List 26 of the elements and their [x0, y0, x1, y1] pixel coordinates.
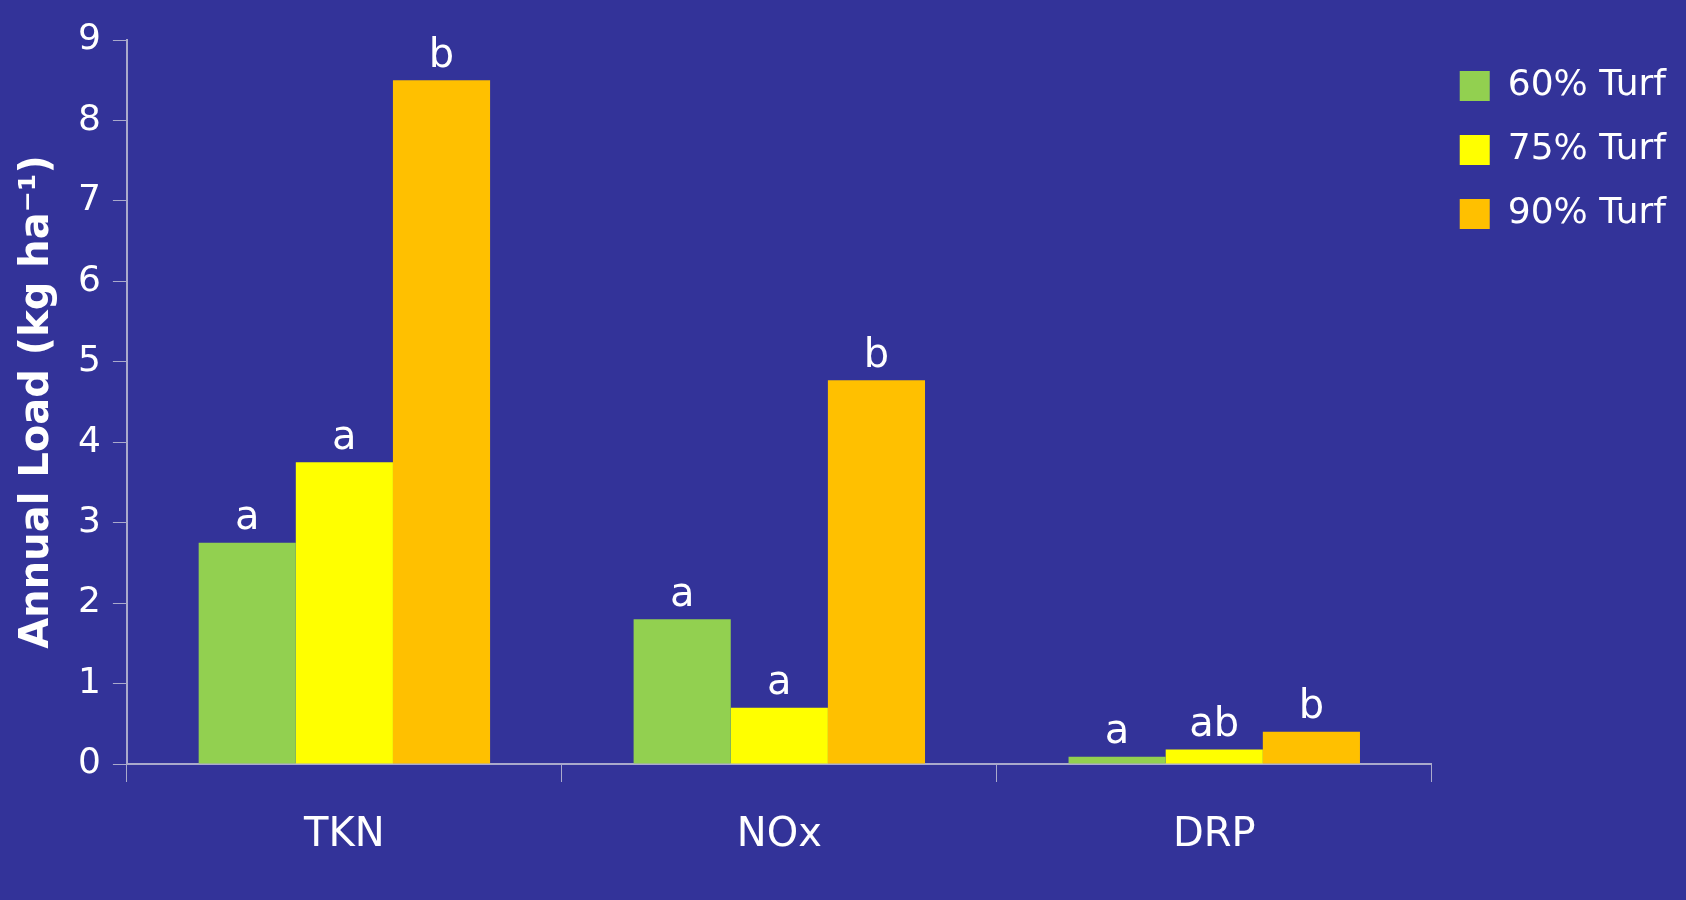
data-label: ab: [1189, 698, 1240, 745]
y-tick-label: 8: [78, 96, 101, 138]
legend-label: 60% Turf: [1507, 62, 1668, 104]
y-tick-label: 1: [78, 659, 101, 701]
y-tick-label: 2: [78, 579, 101, 621]
data-label: a: [767, 657, 792, 704]
data-label: a: [234, 492, 260, 539]
x-tick-label: NOx: [736, 809, 822, 856]
x-tick-label: DRP: [1172, 809, 1256, 856]
data-label: b: [863, 329, 890, 376]
data-label: a: [1104, 706, 1130, 753]
data-label: b: [428, 29, 455, 76]
legend-label: 75% Turf: [1507, 126, 1668, 168]
y-tick-label: 7: [78, 177, 101, 219]
y-tick-label: 9: [78, 16, 101, 58]
x-tick-label: TKN: [303, 809, 385, 856]
data-label: a: [669, 568, 695, 615]
y-tick-label: 0: [78, 740, 101, 782]
y-tick-label: 3: [78, 499, 101, 541]
y-tick-label: 5: [78, 338, 101, 380]
data-label: b: [1298, 681, 1325, 728]
data-label: a: [332, 411, 357, 458]
y-tick-label: 6: [78, 257, 101, 299]
y-axis-title: Annual Load (kg ha⁻¹): [11, 155, 58, 649]
legend-label: 90% Turf: [1507, 190, 1668, 232]
y-tick-label: 4: [78, 418, 101, 460]
